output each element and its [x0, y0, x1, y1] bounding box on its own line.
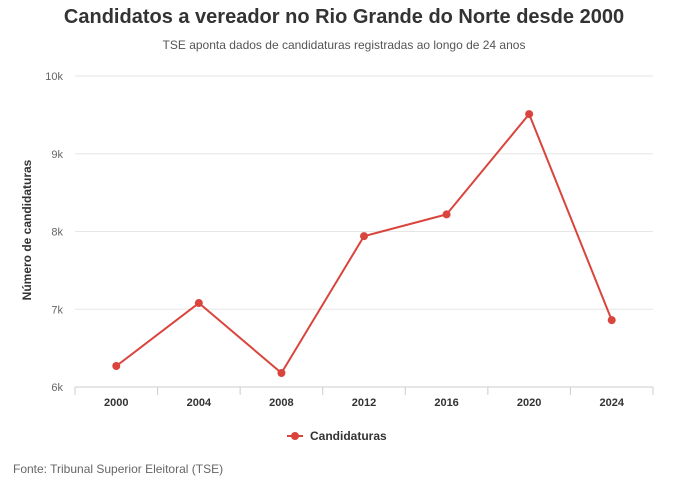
- data-point[interactable]: [112, 362, 121, 371]
- series-line: [115, 113, 613, 375]
- legend-dot-marker: [291, 432, 299, 440]
- data-point[interactable]: [194, 299, 203, 308]
- x-tick-label: 2012: [352, 397, 376, 409]
- chart-subtitle: TSE aponta dados de candidaturas registr…: [162, 38, 526, 52]
- x-tick-label: 2016: [434, 397, 458, 409]
- chart-title: Candidatos a vereador no Rio Grande do N…: [63, 6, 625, 28]
- x-tick-label: 2008: [269, 397, 293, 409]
- y-tick-label: 7k: [51, 304, 63, 316]
- y-axis: 6k 7k 8k 9k 10k: [45, 71, 63, 394]
- data-point[interactable]: [607, 316, 616, 325]
- data-point[interactable]: [277, 369, 286, 378]
- x-tick-label: 2004: [187, 397, 212, 409]
- data-point[interactable]: [442, 210, 451, 219]
- gridlines: [75, 75, 653, 310]
- legend-label: Candidaturas: [310, 429, 387, 443]
- y-tick-label: 9k: [51, 149, 63, 161]
- x-tick-label: 2000: [104, 397, 128, 409]
- legend[interactable]: Candidaturas: [287, 429, 387, 443]
- x-axis: 2000 2004 2008 2012 2016 2020 2024: [74, 386, 654, 409]
- x-tick-label: 2024: [599, 397, 624, 409]
- series-layer: [112, 110, 616, 378]
- y-axis-title: Número de candidaturas: [20, 159, 34, 300]
- x-tick-label: 2020: [517, 397, 541, 409]
- y-tick-label: 10k: [45, 71, 63, 83]
- y-tick-label: 8k: [51, 227, 63, 239]
- source-note: Fonte: Tribunal Superior Eleitoral (TSE): [13, 462, 224, 476]
- y-tick-label: 6k: [51, 382, 63, 394]
- data-point[interactable]: [360, 232, 368, 241]
- data-point[interactable]: [525, 110, 534, 119]
